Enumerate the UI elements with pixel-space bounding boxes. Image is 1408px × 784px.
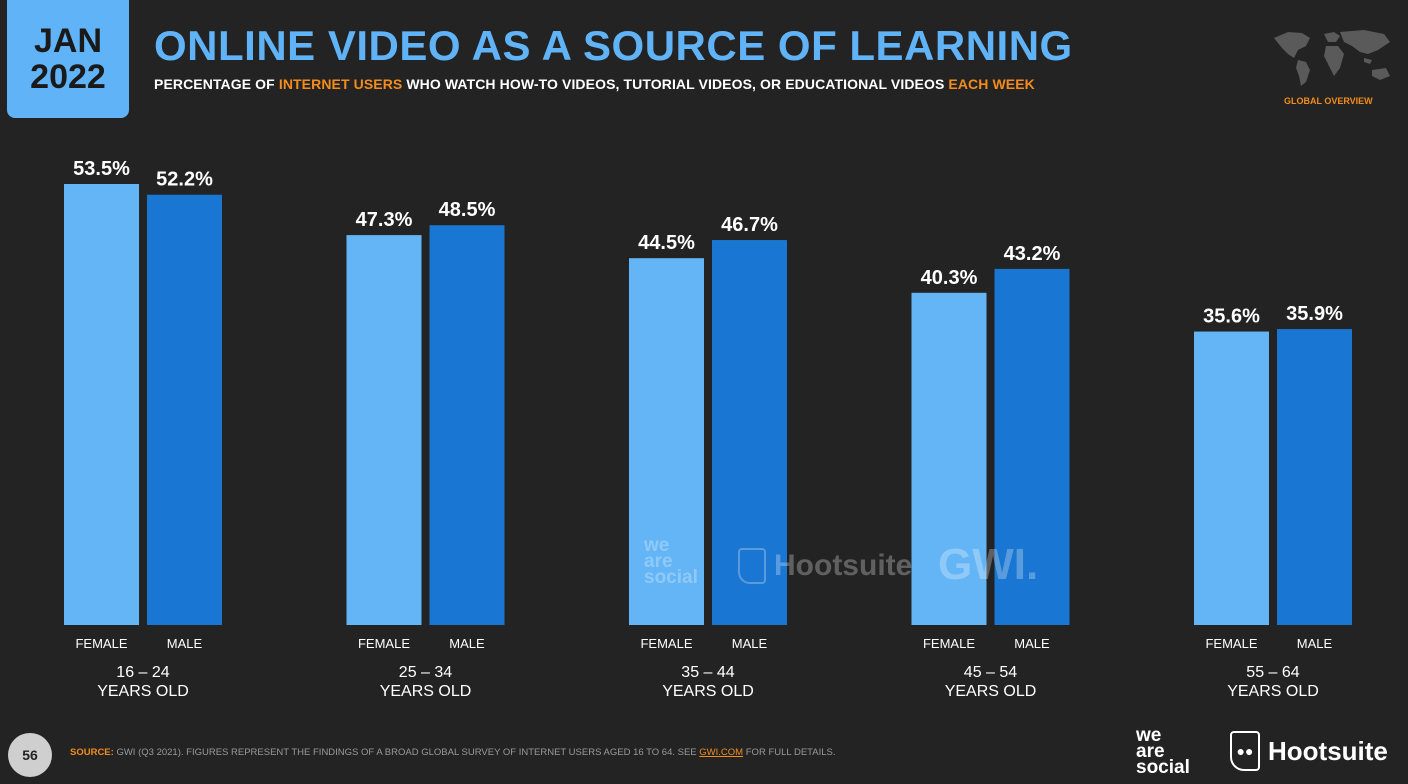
bar-male-4 xyxy=(994,268,1070,625)
value-label-female-5: 35.6% xyxy=(1203,306,1260,328)
source-text: GWI (Q3 2021). FIGURES REPRESENT THE FIN… xyxy=(113,747,700,758)
series-label-female-4: FEMALE xyxy=(923,636,975,651)
series-label-male-2: MALE xyxy=(449,636,485,651)
series-label-male-5: MALE xyxy=(1297,636,1333,651)
bar-female-5 xyxy=(1194,331,1269,625)
category-suffix-1: YEARS OLD xyxy=(97,683,189,700)
value-label-female-1: 53.5% xyxy=(73,158,130,180)
hootsuite-owl-icon: ●● xyxy=(1230,731,1260,771)
series-label-female-5: FEMALE xyxy=(1205,636,1257,651)
value-label-female-4: 40.3% xyxy=(921,267,978,289)
we-are-social-logo: we are social xyxy=(1136,725,1190,778)
bar-female-4 xyxy=(911,292,987,625)
category-label-1: 16 – 24 xyxy=(116,664,169,681)
hootsuite-logo: ●● Hootsuite xyxy=(1230,731,1388,771)
watermark-was-line-3: social xyxy=(644,567,698,588)
watermark-owl-icon xyxy=(738,548,766,584)
page-number: 56 xyxy=(8,733,52,777)
hootsuite-logo-text: Hootsuite xyxy=(1268,735,1388,766)
value-label-female-2: 47.3% xyxy=(356,209,413,231)
watermark-we-are-social: we are social xyxy=(644,535,698,588)
watermark-was-line-1: we xyxy=(644,535,670,556)
bar-female-2 xyxy=(346,235,422,625)
bar-male-5 xyxy=(1277,329,1352,625)
series-label-female-2: FEMALE xyxy=(358,636,410,651)
category-suffix-4: YEARS OLD xyxy=(945,683,1037,700)
logo-was-line-1: we xyxy=(1136,725,1162,746)
world-map-icon xyxy=(1274,30,1390,86)
watermark-was-line-2: are xyxy=(644,551,673,572)
subtitle-part-1: PERCENTAGE OF xyxy=(154,76,279,92)
category-label-2: 25 – 34 xyxy=(399,664,452,681)
badge-year: 2022 xyxy=(30,58,106,96)
value-label-female-3: 44.5% xyxy=(638,232,695,254)
subtitle-part-3: WHO WATCH HOW-TO VIDEOS, TUTORIAL VIDEOS… xyxy=(402,76,949,92)
series-label-male-3: MALE xyxy=(732,636,768,651)
subtitle-highlight-internet-users: INTERNET USERS xyxy=(278,76,403,92)
series-label-male-1: MALE xyxy=(167,636,203,651)
subtitle-highlight-each-week: EACH WEEK xyxy=(948,76,1035,92)
source-tail: FOR FULL DETAILS. xyxy=(743,747,836,758)
logo-was-line-3: social xyxy=(1136,757,1190,778)
category-suffix-3: YEARS OLD xyxy=(662,683,754,700)
series-label-female-1: FEMALE xyxy=(75,636,127,651)
bar-male-2 xyxy=(429,225,505,625)
badge-month: JAN xyxy=(33,22,103,60)
source-note: SOURCE: GWI (Q3 2021). FIGURES REPRESENT… xyxy=(70,747,836,758)
watermark-gwi: GWI. xyxy=(938,540,1039,589)
series-label-male-4: MALE xyxy=(1014,636,1050,651)
bar-male-1 xyxy=(147,194,222,625)
category-label-5: 55 – 64 xyxy=(1246,664,1299,681)
watermark-hootsuite-text: Hootsuite xyxy=(774,549,913,582)
category-label-3: 35 – 44 xyxy=(681,664,734,681)
value-label-male-4: 43.2% xyxy=(1004,243,1061,265)
page-title: ONLINE VIDEO AS A SOURCE OF LEARNING xyxy=(154,22,1073,69)
bar-male-3 xyxy=(712,240,787,625)
source-link[interactable]: GWI.COM xyxy=(699,747,744,758)
source-label: SOURCE: xyxy=(70,747,114,758)
global-overview-label: GLOBAL OVERVIEW xyxy=(1284,96,1373,106)
date-badge: JAN 2022 xyxy=(7,0,129,118)
watermark-hootsuite: Hootsuite xyxy=(738,548,912,584)
value-label-male-5: 35.9% xyxy=(1286,303,1343,325)
category-label-4: 45 – 54 xyxy=(964,664,1017,681)
bar-female-1 xyxy=(64,184,139,625)
series-label-female-3: FEMALE xyxy=(640,636,692,651)
value-label-male-2: 48.5% xyxy=(439,199,496,221)
category-suffix-5: YEARS OLD xyxy=(1227,683,1319,700)
logo-was-line-2: are xyxy=(1136,741,1165,762)
page-subtitle: PERCENTAGE OF INTERNET USERS WHO WATCH H… xyxy=(154,76,1035,92)
value-label-male-3: 46.7% xyxy=(721,214,778,236)
bar-female-3 xyxy=(629,258,704,625)
value-label-male-1: 52.2% xyxy=(156,169,213,191)
category-suffix-2: YEARS OLD xyxy=(380,683,472,700)
